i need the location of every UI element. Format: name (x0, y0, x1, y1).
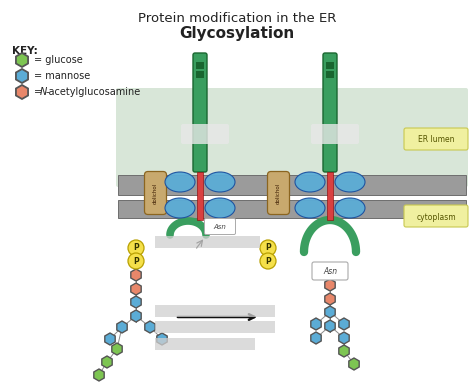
Polygon shape (157, 333, 167, 345)
Polygon shape (112, 343, 122, 355)
Bar (118, 200, 466, 218)
Polygon shape (311, 318, 321, 330)
Polygon shape (325, 293, 335, 305)
Ellipse shape (295, 198, 325, 218)
Polygon shape (339, 345, 349, 357)
Text: cytoplasm: cytoplasm (416, 212, 456, 222)
Polygon shape (339, 332, 349, 344)
Polygon shape (131, 296, 141, 308)
FancyBboxPatch shape (404, 205, 468, 227)
Bar (197, 172, 203, 220)
Bar (155, 305, 275, 317)
Text: = mannose: = mannose (34, 71, 90, 81)
FancyBboxPatch shape (116, 88, 468, 187)
Text: Glycosylation: Glycosylation (179, 26, 295, 41)
Ellipse shape (335, 172, 365, 192)
Text: Asn: Asn (323, 266, 337, 275)
FancyBboxPatch shape (181, 124, 229, 144)
Bar (196, 62, 204, 69)
Ellipse shape (205, 172, 235, 192)
Circle shape (260, 240, 276, 256)
Polygon shape (131, 269, 141, 281)
Text: KEY:: KEY: (12, 46, 38, 56)
Text: = glucose: = glucose (34, 55, 83, 65)
FancyBboxPatch shape (323, 53, 337, 172)
Polygon shape (16, 85, 28, 99)
Polygon shape (339, 318, 349, 330)
Bar (155, 321, 275, 333)
Polygon shape (16, 69, 28, 83)
FancyBboxPatch shape (193, 53, 207, 172)
Bar (326, 62, 334, 69)
Circle shape (260, 253, 276, 269)
Ellipse shape (165, 172, 195, 192)
FancyBboxPatch shape (404, 128, 468, 150)
Bar (155, 338, 255, 350)
Ellipse shape (205, 198, 235, 218)
Polygon shape (117, 321, 127, 333)
Text: dolichol: dolichol (153, 182, 157, 204)
Ellipse shape (335, 198, 365, 218)
Text: Asn: Asn (214, 224, 227, 230)
FancyBboxPatch shape (204, 218, 236, 235)
Bar (327, 172, 333, 220)
Polygon shape (16, 53, 28, 67)
Polygon shape (105, 333, 115, 345)
Polygon shape (325, 279, 335, 291)
Bar (326, 71, 334, 78)
FancyBboxPatch shape (311, 124, 359, 144)
Text: -acetylglucosamine: -acetylglucosamine (46, 87, 141, 97)
FancyBboxPatch shape (312, 262, 348, 280)
Bar (118, 175, 466, 195)
Polygon shape (325, 306, 335, 318)
Text: dolichol: dolichol (275, 182, 281, 204)
Polygon shape (145, 321, 155, 333)
Text: =: = (34, 87, 45, 97)
Circle shape (128, 253, 144, 269)
Ellipse shape (165, 198, 195, 218)
Polygon shape (102, 356, 112, 368)
Polygon shape (311, 332, 321, 344)
Bar (155, 236, 260, 248)
Text: P: P (265, 257, 271, 265)
Circle shape (128, 240, 144, 256)
FancyBboxPatch shape (267, 172, 290, 215)
Text: N: N (40, 87, 47, 97)
Text: ER lumen: ER lumen (418, 136, 454, 144)
Ellipse shape (295, 172, 325, 192)
Polygon shape (131, 310, 141, 322)
Text: Protein modification in the ER: Protein modification in the ER (138, 12, 336, 25)
Polygon shape (94, 369, 104, 381)
FancyBboxPatch shape (145, 172, 166, 215)
Bar (196, 71, 204, 78)
Text: P: P (133, 257, 139, 265)
Polygon shape (349, 358, 359, 370)
Polygon shape (131, 283, 141, 295)
Polygon shape (325, 320, 335, 332)
Text: P: P (265, 243, 271, 253)
Text: P: P (133, 243, 139, 253)
